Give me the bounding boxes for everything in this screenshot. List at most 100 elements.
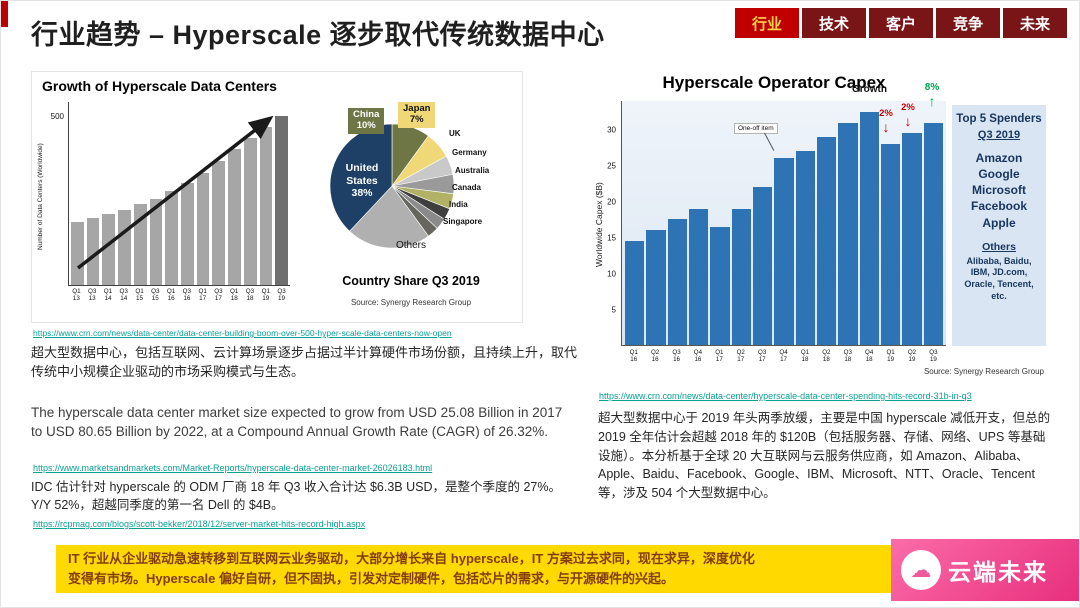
growth-bar xyxy=(181,182,194,285)
link-rcpmag[interactable]: https://rcpmag.com/blogs/scott-bekker/20… xyxy=(33,519,366,529)
x-tick-label: Q4 17 xyxy=(779,349,788,364)
spender-name: Google xyxy=(978,166,1020,181)
growth-bar xyxy=(102,214,116,285)
x-tick-label: Q1 19 xyxy=(886,349,895,364)
x-tick-label: Q3 19 xyxy=(277,288,286,303)
capex-bar xyxy=(859,111,879,345)
x-tick-label: Q3 19 xyxy=(929,349,938,364)
y-tick-label: 15 xyxy=(607,233,616,243)
growth-bar xyxy=(275,115,289,285)
left-paragraph-market-size: The hyperscale data center market size e… xyxy=(31,405,563,440)
growth-and-share-figure: Growth of Hyperscale Data Centers Number… xyxy=(31,71,523,323)
growth-bar xyxy=(243,137,257,285)
banner-line-2: 变得有市场。Hyperscale 偏好自研，但不固执，引发对定制硬件，包括芯片的… xyxy=(68,571,674,587)
y-tick-label: 25 xyxy=(607,161,616,171)
x-tick-label: Q1 15 xyxy=(135,288,144,303)
right-paragraph-capex: 超大型数据中心于 2019 年头两季放缓，主要是中国 hyperscale 减低… xyxy=(598,411,1051,500)
pie-label-australia: Australia xyxy=(455,166,490,175)
tab-customers[interactable]: 客户 xyxy=(869,8,933,38)
growth-bar xyxy=(149,198,163,285)
y-tick-label: 20 xyxy=(607,197,616,207)
x-tick-label: Q1 17 xyxy=(715,349,724,364)
cloud-logo-icon: ☁ xyxy=(901,550,941,590)
growth-bar xyxy=(228,149,241,285)
pie-label-canada: Canada xyxy=(452,183,481,192)
capex-bar xyxy=(902,133,922,345)
pie-label-singapore: Singapore xyxy=(443,217,483,226)
x-tick-label: Q3 15 xyxy=(151,288,160,303)
pie-label-us-name: United States xyxy=(345,162,379,187)
x-tick-label: Q3 16 xyxy=(182,288,192,303)
x-tick-label: Q3 16 xyxy=(672,349,681,364)
x-tick-label: Q3 13 xyxy=(87,288,97,303)
capex-bar xyxy=(838,122,858,345)
pie-label-japan-name: Japan xyxy=(403,103,431,114)
growth-bar xyxy=(86,218,100,285)
pie-label-india: India xyxy=(449,200,468,209)
corner-accent xyxy=(1,1,8,27)
spender-name: Microsoft xyxy=(972,183,1026,198)
x-tick-label: Q3 18 xyxy=(843,349,852,364)
y-tick-label: 30 xyxy=(607,125,616,135)
pie-label-others: Others xyxy=(396,240,427,251)
tab-industry[interactable]: 行业 xyxy=(735,8,799,38)
capex-bar xyxy=(816,136,837,345)
pie-title: Country Share Q3 2019 xyxy=(342,274,480,288)
growth-bar xyxy=(71,221,84,285)
growth-bar xyxy=(133,204,147,285)
spender-name: Apple xyxy=(982,215,1016,230)
growth-y-axis-label: Number of Data Centers (Worldwide) xyxy=(37,143,44,251)
up-arrow-icon: ↑ xyxy=(928,93,936,109)
decline-pct-2: 2% xyxy=(901,102,915,113)
x-tick-label: Q3 18 xyxy=(245,288,255,303)
capex-bar xyxy=(688,208,709,345)
capex-chart-title: Hyperscale Operator Capex xyxy=(662,73,886,92)
spender-name: Facebook xyxy=(970,199,1027,214)
growth-bars xyxy=(68,102,290,286)
left-paragraph-market-share: 超大型数据中心，包括互联网、云计算场景逐步占据过半计算硬件市场份额，且持续上升，… xyxy=(31,345,578,379)
tab-competition[interactable]: 竞争 xyxy=(936,8,1000,38)
top-spenders-quarter: Q3 2019 xyxy=(977,128,1021,141)
country-share-pie: China 10% Japan 7% UK Germany Australia … xyxy=(300,72,522,322)
capex-bar xyxy=(774,158,794,345)
capex-bar xyxy=(923,122,943,345)
x-tick-label: Q2 17 xyxy=(736,349,745,364)
decline-annotation-q2-19: 2% ↓ xyxy=(896,103,920,128)
x-tick-label: Q1 19 xyxy=(261,288,270,303)
pie-label-united-states: United States 38% xyxy=(330,162,394,200)
capex-bar xyxy=(795,151,815,345)
x-tick-label: Q3 17 xyxy=(214,288,223,303)
left-paragraph-idc-odm: IDC 估计针对 hyperscale 的 ODM 厂商 18 年 Q3 收入合… xyxy=(31,480,561,513)
pie-source: Source: Synergy Research Group xyxy=(350,298,472,307)
pie-label-uk: UK xyxy=(449,129,461,138)
growth-pct: 8% xyxy=(924,82,940,93)
x-tick-label: Q4 16 xyxy=(693,349,703,364)
pie-label-germany: Germany xyxy=(452,148,487,157)
x-tick-label: Q2 18 xyxy=(822,349,831,364)
link-crn-capex-record[interactable]: https://www.crn.com/news/data-center/hyp… xyxy=(599,391,972,401)
x-tick-label: Q1 13 xyxy=(72,288,81,303)
x-tick-label: Q3 17 xyxy=(758,349,767,364)
x-tick-label: Q1 14 xyxy=(103,288,113,303)
link-crn-datacenter-growth[interactable]: https://www.crn.com/news/data-center/dat… xyxy=(33,328,452,338)
decline-annotation-q1-19: 2% ↓ xyxy=(874,109,898,134)
capex-bar xyxy=(880,144,901,345)
pie-label-china: China 10% xyxy=(348,108,385,134)
tab-technology[interactable]: 技术 xyxy=(802,8,866,38)
capex-yticks: 5 10 15 20 25 30 xyxy=(602,101,618,346)
tab-future[interactable]: 未来 xyxy=(1003,8,1067,38)
others-list: Alibaba, Baidu, IBM, JD.com, Oracle, Ten… xyxy=(964,255,1034,301)
link-marketsandmarkets[interactable]: https://www.marketsandmarkets.com/Market… xyxy=(33,463,433,473)
y-tick-label: 10 xyxy=(607,269,616,279)
growth-annotation-word: Growth xyxy=(852,84,887,95)
country-pie-svg xyxy=(329,123,455,249)
x-tick-label: Q2 19 xyxy=(907,349,917,364)
capex-bar xyxy=(710,226,730,345)
watermark: ☁ 云端未来 xyxy=(891,539,1079,601)
growth-y-tick: 500 xyxy=(50,112,64,121)
capex-source: Source: Synergy Research Group xyxy=(923,367,1044,376)
x-tick-label: Q1 18 xyxy=(230,288,239,303)
x-tick-label: Q4 18 xyxy=(865,349,874,364)
spender-name: Amazon xyxy=(975,150,1023,165)
